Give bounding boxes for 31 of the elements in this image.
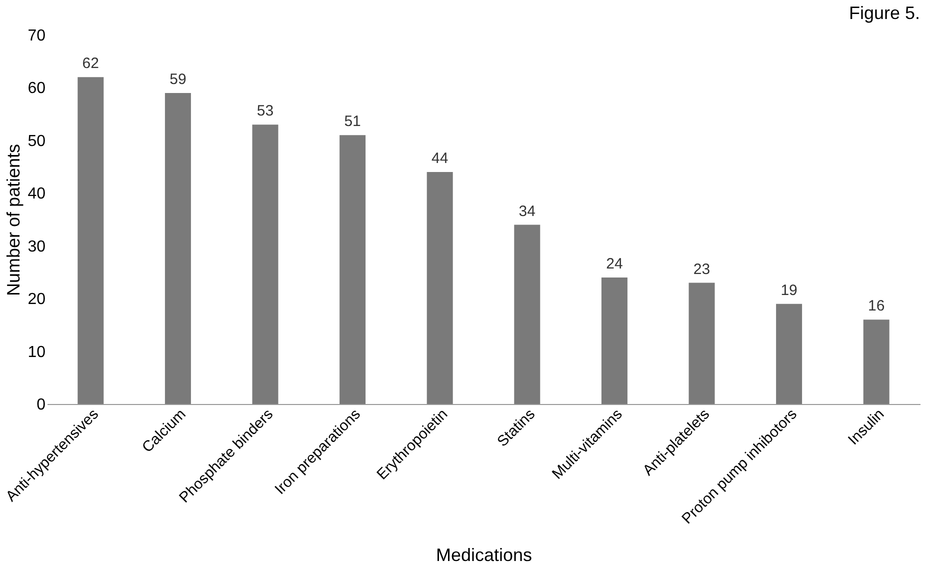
data-label: 16 <box>868 298 885 315</box>
data-label: 51 <box>344 113 361 130</box>
bar <box>863 320 890 404</box>
bar <box>252 124 278 404</box>
y-tick-label: 0 <box>36 396 46 414</box>
bar <box>426 172 453 404</box>
data-label: 53 <box>256 102 274 120</box>
y-tick-label: 60 <box>28 80 46 98</box>
data-label: 62 <box>82 55 99 72</box>
y-tick-label: 30 <box>28 238 46 256</box>
data-label: 24 <box>606 255 623 272</box>
y-axis-title: Number of patients <box>4 144 24 296</box>
y-tick-label: 50 <box>28 132 46 150</box>
data-label: 34 <box>518 202 536 220</box>
data-label: 44 <box>432 150 448 168</box>
y-tick-label: 10 <box>28 344 46 361</box>
bar <box>78 77 104 404</box>
chart-title: Figure 5. <box>848 3 920 23</box>
x-axis-title: Medications <box>436 544 532 565</box>
bar <box>776 304 802 404</box>
y-tick-label: 20 <box>28 291 46 308</box>
data-label: 23 <box>693 260 710 278</box>
bar <box>514 224 540 404</box>
bar <box>688 282 715 404</box>
bar <box>340 135 366 404</box>
data-label: 19 <box>780 282 798 299</box>
data-label: 59 <box>170 70 186 88</box>
bar <box>164 92 191 404</box>
y-tick-label: 70 <box>28 28 46 44</box>
bar <box>601 277 628 404</box>
y-tick-label: 40 <box>28 186 46 203</box>
